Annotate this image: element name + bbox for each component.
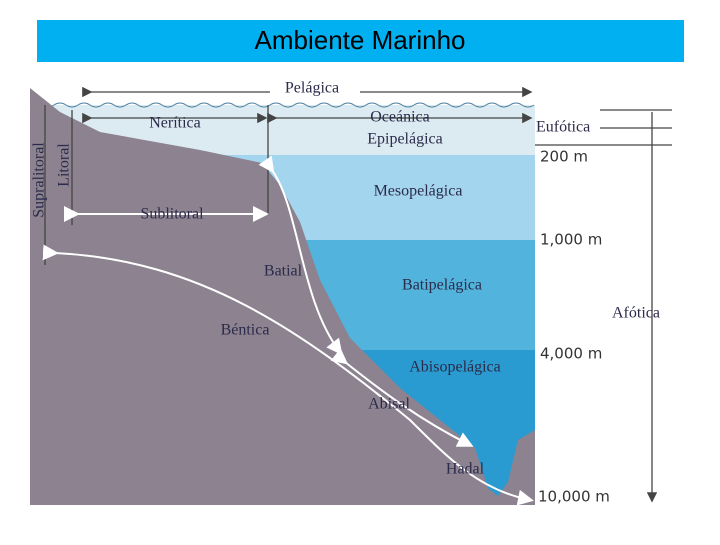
label: Sublitoral: [140, 206, 204, 223]
diagram: Pelágica Nerítica Oceánica Epipelágica M…: [29, 80, 672, 506]
label: Pelágica: [285, 80, 339, 97]
depth-label: 10,000 m: [538, 488, 610, 506]
label: Abisal: [368, 396, 410, 413]
label: Hadal: [446, 461, 485, 478]
label: Nerítica: [149, 115, 201, 132]
title: Ambiente Marinho: [255, 25, 466, 55]
label: Mesopelágica: [374, 183, 463, 200]
label: Béntica: [221, 322, 270, 339]
label: Afótica: [612, 305, 660, 322]
arrow: [258, 155, 343, 356]
arrow: [330, 348, 474, 447]
depth-label: 4,000 m: [540, 345, 602, 363]
label: Supralitoral: [31, 142, 48, 218]
depth-label: 1,000 m: [540, 231, 602, 249]
label: Litoral: [56, 143, 73, 187]
label: Batial: [264, 263, 303, 280]
label: Batipelágica: [402, 277, 482, 294]
label: Epipelágica: [367, 131, 443, 148]
label: Eufótica: [536, 119, 590, 136]
title-bar: [37, 20, 684, 62]
sea-surface: [29, 102, 535, 108]
label: Oceánica: [370, 109, 430, 126]
depth-label: 200 m: [540, 148, 588, 166]
label: Abisopelágica: [409, 359, 501, 376]
